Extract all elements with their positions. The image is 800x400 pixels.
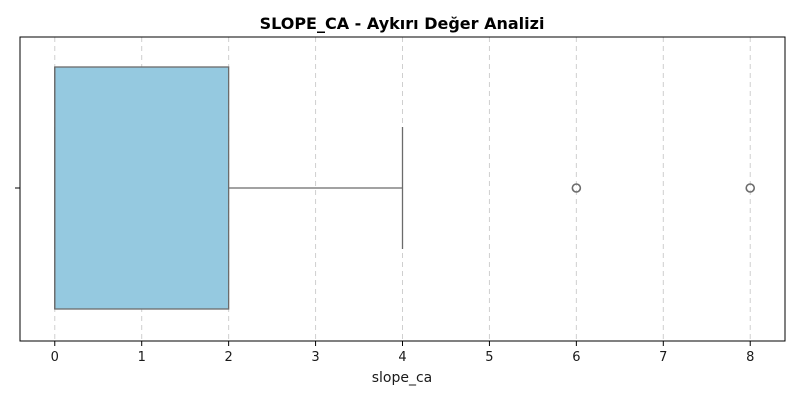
axis-layer: 0 1 2 3 4 5 6 7 8 [15, 187, 754, 365]
x-tick-label: 2 [224, 350, 232, 365]
x-tick-label: 4 [398, 350, 406, 365]
x-axis-label: slope_ca [372, 370, 433, 386]
x-tick-label: 8 [746, 350, 754, 365]
x-tick-label: 0 [51, 350, 59, 365]
outlier-point [745, 183, 756, 193]
x-tick-label: 3 [311, 350, 319, 365]
iqr-box [54, 66, 230, 310]
box-layer [54, 66, 756, 310]
x-tick-label: 1 [138, 350, 146, 365]
x-tick-label: 5 [485, 350, 493, 365]
outlier-point [571, 183, 582, 193]
x-tick-label: 7 [659, 350, 667, 365]
x-tick-label: 6 [572, 350, 580, 365]
chart-title: SLOPE_CA - Aykırı Değer Analizi [260, 14, 545, 33]
